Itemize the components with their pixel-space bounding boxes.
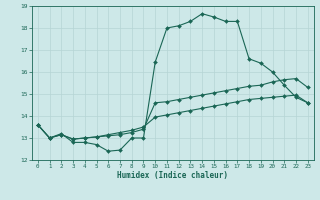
X-axis label: Humidex (Indice chaleur): Humidex (Indice chaleur): [117, 171, 228, 180]
